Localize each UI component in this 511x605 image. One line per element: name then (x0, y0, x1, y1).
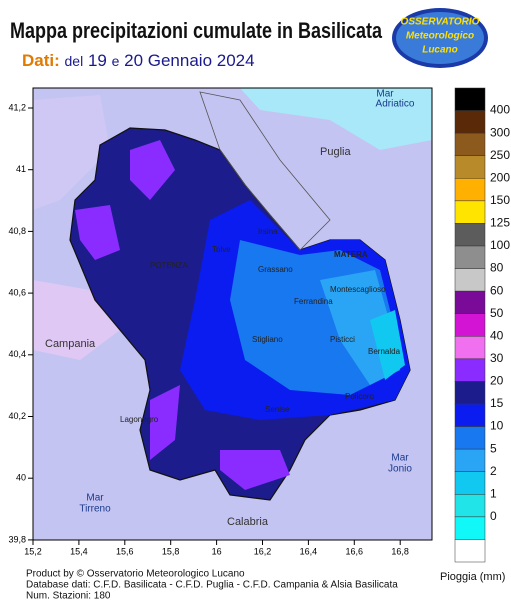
place-label: Ferrandina (294, 297, 333, 306)
legend-swatch (454, 178, 486, 202)
logo-text: Meteorologico (406, 31, 474, 42)
place-label: Montescaglioso (330, 285, 386, 294)
legend-level: 5 (490, 441, 497, 455)
legend-level: 125 (490, 216, 510, 230)
legend-swatch (454, 448, 486, 472)
footer-line: Product by © Osservatorio Meteorologico … (26, 569, 245, 580)
y-tick-label: 41,2 (8, 102, 26, 112)
legend-level: 150 (490, 193, 510, 207)
place-label: Tolve (212, 245, 231, 254)
legend-swatch (454, 336, 486, 360)
legend-swatch (454, 132, 486, 156)
y-tick-label: 41 (16, 164, 26, 174)
legend-swatch (454, 539, 486, 563)
legend-swatch (454, 200, 486, 224)
subtitle-date: 20 Gennaio 2024 (124, 51, 254, 70)
y-tick-label: 40,2 (8, 411, 26, 421)
legend-swatch (454, 290, 486, 314)
axes: 15,2 15,4 15,6 15,8 16 16,2 16,4 16,6 16,8 41,2 41… (8, 102, 408, 556)
sea-label: Mar (86, 493, 104, 504)
map: 15,2 15,4 15,6 15,8 16 16,2 16,4 16,6 16,8 41,2 41… (8, 87, 433, 556)
title: Mappa precipitazioni cumulate in Basilic… (10, 18, 383, 43)
legend-level: 50 (490, 306, 504, 320)
legend-swatch (454, 403, 486, 427)
region-label: Calabria (227, 516, 269, 528)
subtitle-prefix: del (65, 53, 84, 69)
legend-swatch (454, 381, 486, 405)
footer-line: Database dati: C.F.D. Basilicata - C.F.D… (26, 580, 398, 591)
legend-unit: Pioggia (mm) (440, 571, 505, 583)
sea-label: Mar (391, 453, 409, 464)
legend-level: 200 (490, 170, 510, 184)
legend-level: 15 (490, 396, 504, 410)
place-label: Lagonegro (120, 415, 159, 424)
y-tick-label: 39,8 (8, 534, 26, 544)
legend-swatch (454, 494, 486, 518)
y-tick-label: 40 (16, 473, 26, 483)
legend-level: 2 (490, 464, 497, 478)
logo: OSSERVATORIO Meteorologico Lucano (392, 8, 488, 68)
place-label: POTENZA (150, 261, 188, 270)
legend-swatch (454, 155, 486, 179)
legend-level: 30 (490, 351, 504, 365)
place-label: Policoro (345, 392, 374, 401)
legend-level: 80 (490, 261, 504, 275)
legend-swatch (454, 358, 486, 382)
legend-level: 40 (490, 328, 504, 342)
sea-label: Tirreno (79, 504, 111, 515)
legend-level: 100 (490, 238, 510, 252)
legend-swatch (454, 245, 486, 269)
subtitle: Dati: del 19 e 20 Gennaio 2024 (22, 51, 255, 70)
x-tick-label: 16,4 (300, 546, 318, 556)
place-label: Irsina (258, 227, 278, 236)
sea-label: Mar (376, 89, 394, 100)
legend-level: 400 (490, 103, 510, 117)
x-tick-label: 15,4 (70, 546, 88, 556)
legend-swatch (454, 223, 486, 247)
y-tick-label: 40,6 (8, 287, 26, 297)
y-tick-label: 40,4 (8, 349, 26, 359)
legend-level: 1 (490, 486, 497, 500)
legend-swatch (454, 87, 486, 111)
sea-label: Adriatico (376, 99, 415, 110)
logo-text: Lucano (422, 45, 458, 56)
place-label: MATERA (334, 250, 368, 259)
sea-label: Jonio (388, 464, 412, 475)
x-tick-label: 15,6 (116, 546, 134, 556)
legend-swatch (454, 426, 486, 450)
legend-level: 10 (490, 419, 504, 433)
legend-swatch (454, 471, 486, 495)
subtitle-day: 19 (88, 51, 107, 70)
legend: 4003002502001501251008060504030201510521… (454, 87, 510, 563)
footer-line: Num. Stazioni: 180 (26, 591, 111, 600)
subtitle-joiner: e (112, 53, 120, 69)
place-label: Senise (265, 405, 290, 414)
x-tick-label: 16,8 (391, 546, 409, 556)
legend-level: 250 (490, 148, 510, 162)
legend-swatch (454, 110, 486, 134)
place-label: Grassano (258, 265, 293, 274)
legend-level: 60 (490, 283, 504, 297)
subtitle-label: Dati: (22, 51, 60, 70)
place-label: Pisticci (330, 335, 355, 344)
x-tick-label: 16,6 (346, 546, 364, 556)
y-tick-label: 40,8 (8, 226, 26, 236)
region-label: Campania (45, 338, 96, 350)
x-tick-label: 15,2 (24, 546, 42, 556)
legend-swatch (454, 516, 486, 540)
legend-swatch (454, 268, 486, 292)
map-frame (32, 87, 433, 541)
logo-text: OSSERVATORIO (401, 17, 480, 28)
place-label: Stigliano (252, 335, 283, 344)
place-label: Bernalda (368, 347, 401, 356)
x-tick-label: 16,2 (254, 546, 272, 556)
x-tick-label: 15,8 (162, 546, 180, 556)
legend-swatch (454, 313, 486, 337)
legend-level: 300 (490, 125, 510, 139)
region-label: Puglia (320, 146, 351, 158)
legend-level: 20 (490, 374, 504, 388)
legend-level: 0 (490, 509, 497, 523)
x-tick-label: 16 (212, 546, 222, 556)
